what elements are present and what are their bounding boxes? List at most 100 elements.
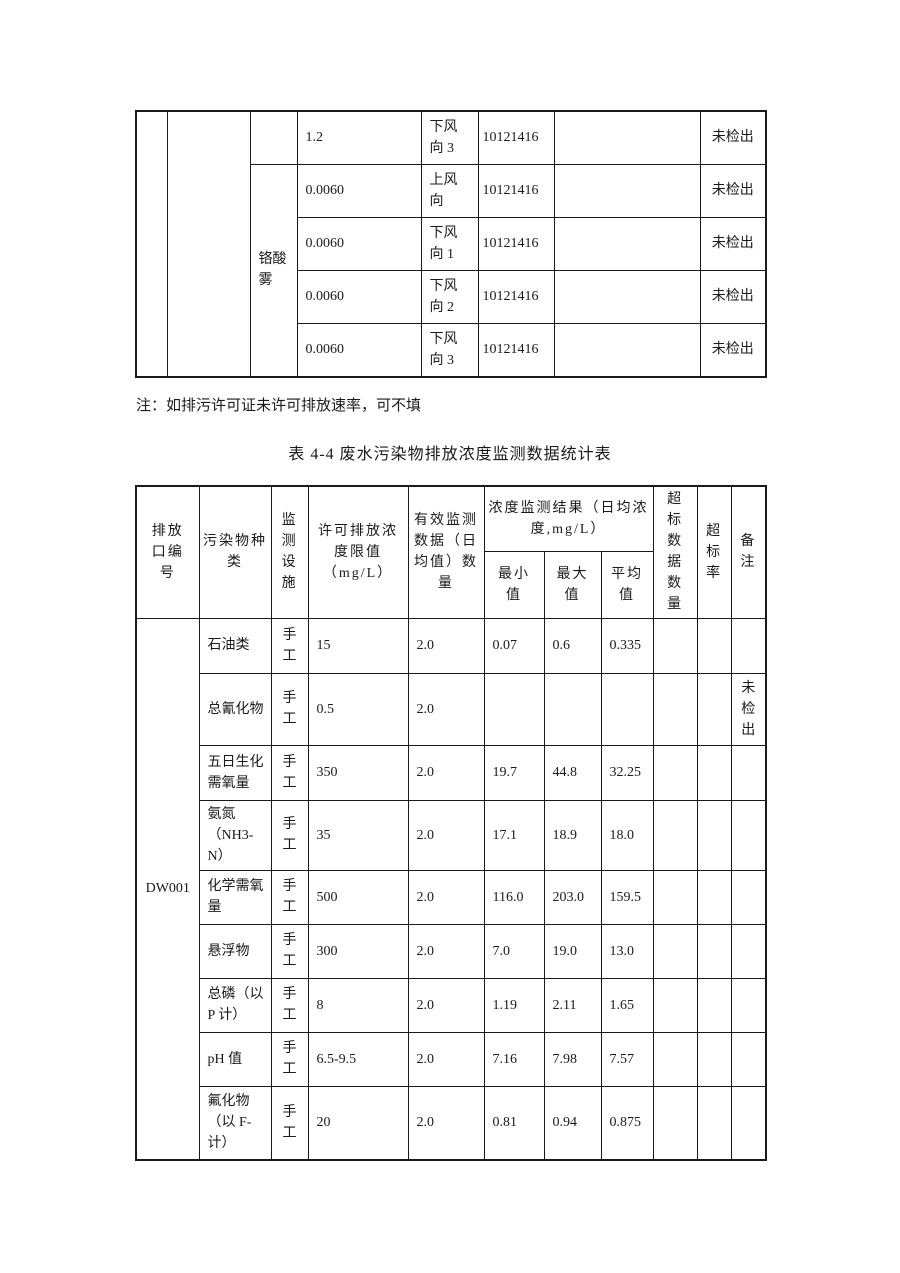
header-exceed-count: 超标数据数量 <box>652 485 698 619</box>
cell-remark: 未检出 <box>699 110 767 165</box>
cell-facility: 手工 <box>270 977 309 1033</box>
pollutant-text: 化学需氧量 <box>207 879 264 915</box>
header-max-value-text: 最大值 <box>556 566 589 603</box>
cell-valid-count: 2.0 <box>407 923 485 979</box>
cell-max: 7.98 <box>543 1031 602 1087</box>
cell-exceed-count <box>652 672 698 746</box>
cell-min: 1.19 <box>483 977 545 1033</box>
facility-text: 手工 <box>282 1104 297 1141</box>
cell-exceed-rate <box>696 672 732 746</box>
cell-date: 10121416 <box>477 110 555 165</box>
cell-date: 10121416 <box>477 216 555 271</box>
cell-valid-count: 2.0 <box>407 672 485 746</box>
cell-monitor-point: 下风向 3 <box>420 322 479 378</box>
cell-date: 10121416 <box>477 163 555 218</box>
cell-exceed-count <box>652 869 698 925</box>
cell-avg: 0.335 <box>600 617 654 674</box>
cell-facility: 手工 <box>270 744 309 801</box>
cell-pollutant: 总磷（以P 计） <box>198 977 272 1033</box>
cell-valid-count: 2.0 <box>407 799 485 871</box>
cell-limit: 8 <box>307 977 409 1033</box>
cell-facility: 手工 <box>270 1031 309 1087</box>
cell-pollutant: pH 值 <box>198 1031 272 1087</box>
cell-pollutant: 悬浮物 <box>198 923 272 979</box>
cell-remark: 未检出 <box>699 269 767 324</box>
cell-outlet-id: DW001 <box>135 617 200 1161</box>
cell-rate-limit: 1.2 <box>296 110 422 165</box>
cell-remark <box>730 869 767 925</box>
cell-facility: 手工 <box>270 923 309 979</box>
cell-extra <box>553 216 701 271</box>
cell-remark <box>730 977 767 1033</box>
cell-min: 116.0 <box>483 869 545 925</box>
header-avg-value: 平均值 <box>600 550 654 619</box>
cell-max: 0.94 <box>543 1085 602 1161</box>
cell-facility: 手工 <box>270 869 309 925</box>
cell-pollutant: 石油类 <box>198 617 272 674</box>
pollutant-text: 石油类 <box>207 638 250 653</box>
cell-avg: 0.875 <box>600 1085 654 1161</box>
facility-text: 手工 <box>282 1041 297 1077</box>
cell-exceed-count <box>652 977 698 1033</box>
cell-valid-count: 2.0 <box>407 1031 485 1087</box>
cell-avg: 7.57 <box>600 1031 654 1087</box>
header-monitor-facility: 监测设施 <box>270 485 309 619</box>
pollutant-text: 氨氮（NH3-N） <box>207 806 254 864</box>
cell-exceed-rate <box>696 869 732 925</box>
cell-rate-limit: 0.0060 <box>296 269 422 324</box>
header-min-value: 最小值 <box>483 550 545 619</box>
pollutant-text: 悬浮物 <box>207 943 250 959</box>
cell-remark <box>730 799 767 871</box>
cell-remark: 未检出 <box>699 216 767 271</box>
facility-text: 手工 <box>282 691 297 727</box>
cell-exceed-rate <box>696 1085 732 1161</box>
monitor-point-text: 下风向 2 <box>429 278 458 315</box>
pollutant-text: pH 值 <box>207 1051 243 1067</box>
facility-text: 手工 <box>282 627 297 664</box>
cell-min: 7.16 <box>483 1031 545 1087</box>
cell-limit: 500 <box>307 869 409 925</box>
cell-avg: 159.5 <box>600 869 654 925</box>
facility-text: 手工 <box>282 987 297 1023</box>
cell-blank-col1 <box>135 110 168 378</box>
header-permitted-limit-text: 许可排放浓度限值（mg/L） <box>318 523 398 581</box>
cell-facility: 手工 <box>270 799 309 871</box>
cell-exceed-rate <box>696 977 732 1033</box>
header-max-value: 最大值 <box>543 550 602 619</box>
cell-facility: 手工 <box>270 1085 309 1161</box>
cell-valid-count: 2.0 <box>407 744 485 801</box>
cell-min: 19.7 <box>483 744 545 801</box>
cell-max: 0.6 <box>543 617 602 674</box>
cell-monitor-point: 下风向 3 <box>420 110 479 165</box>
cell-exceed-count <box>652 923 698 979</box>
cell-limit: 35 <box>307 799 409 871</box>
header-remark: 备注 <box>730 485 767 619</box>
cell-extra <box>553 269 701 324</box>
cell-avg: 1.65 <box>600 977 654 1033</box>
cell-rate-limit: 0.0060 <box>296 322 422 378</box>
pollutant-text: 氟化物（以 F-计） <box>207 1094 252 1152</box>
remark-text: 未检出 <box>741 680 756 738</box>
header-remark-text: 备注 <box>740 534 757 571</box>
cell-max <box>543 672 602 746</box>
header-outlet-id-text: 排放口编号 <box>151 523 184 581</box>
cell-max: 44.8 <box>543 744 602 801</box>
cell-limit: 300 <box>307 923 409 979</box>
cell-pollutant: 五日生化需氧量 <box>198 744 272 801</box>
cell-valid-count: 2.0 <box>407 617 485 674</box>
facility-text: 手工 <box>282 879 297 915</box>
pollutant-text: 总磷（以P 计） <box>207 987 264 1023</box>
pollutant-text: 总氰化物 <box>207 701 264 717</box>
cell-max: 18.9 <box>543 799 602 871</box>
cell-avg: 18.0 <box>600 799 654 871</box>
cell-exceed-count <box>652 1031 698 1087</box>
facility-text: 手工 <box>282 933 297 969</box>
pollutant-group-text: 铬酸雾 <box>258 252 287 289</box>
cell-exceed-rate <box>696 923 732 979</box>
cell-max: 19.0 <box>543 923 602 979</box>
facility-text: 手工 <box>282 817 297 853</box>
cell-pollutant: 总氰化物 <box>198 672 272 746</box>
header-exceed-count-text: 超标数据数量 <box>667 492 684 613</box>
bottom-table: 排放口编号 污染物种类 监测设施 许可排放浓度限值（mg/L） 有效监测数据（日… <box>135 485 768 1161</box>
